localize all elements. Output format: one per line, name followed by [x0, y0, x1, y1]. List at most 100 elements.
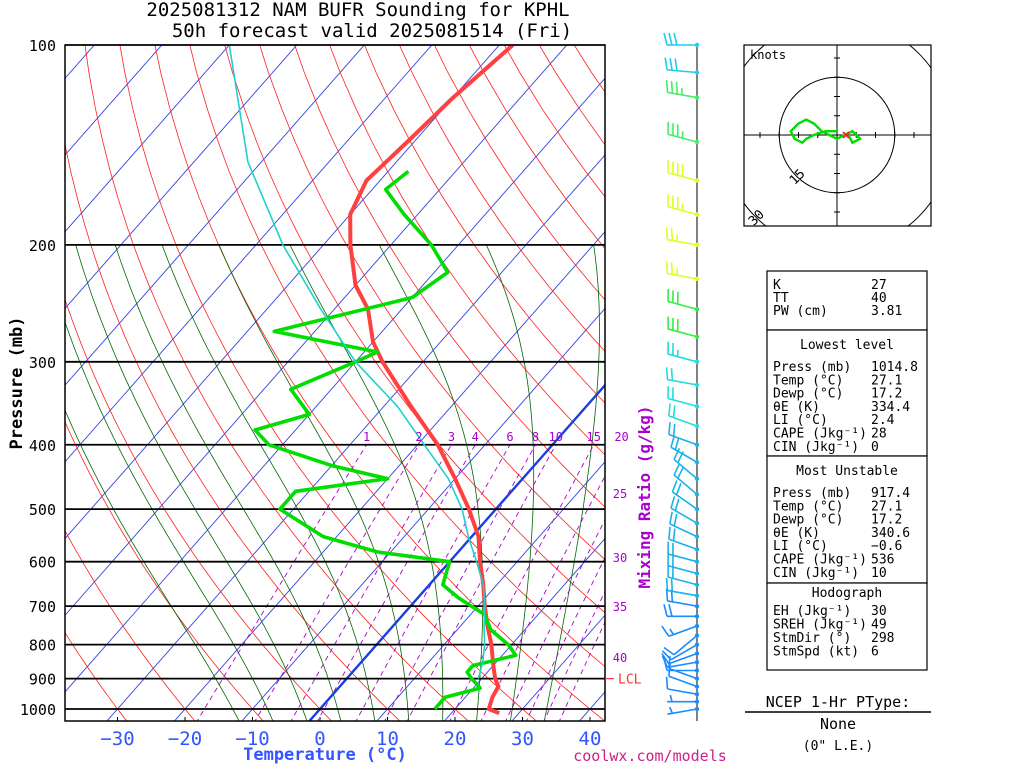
- wind-barb-base: [696, 405, 699, 408]
- wind-barb-full: [672, 480, 676, 492]
- wind-barb: [668, 317, 698, 339]
- isotherm-line: [0, 15, 594, 737]
- wind-barb-full: [664, 33, 667, 45]
- wind-barb: [664, 634, 698, 655]
- wind-barb-base: [696, 141, 699, 144]
- isotherm-line: [26, 15, 661, 737]
- isotherm-line: [0, 15, 526, 737]
- hodograph-ring-label: 45: [705, 248, 727, 270]
- lowest-level-label: CIN (Jkg⁻¹): [773, 440, 859, 455]
- ptype-title: NCEP 1-Hr PType:: [766, 693, 911, 711]
- wind-barb: [662, 625, 699, 637]
- mixing-ratio-label: 6: [506, 430, 513, 444]
- hodograph-section-title: Hodograph: [812, 586, 882, 601]
- wind-barb-full: [674, 405, 675, 417]
- isotherm-line: [431, 15, 1024, 737]
- wind-barb-base: [696, 652, 699, 655]
- isotherm-line: [0, 15, 391, 737]
- mixing-ratio-label: 4: [472, 430, 479, 444]
- wind-barb-staff: [667, 689, 697, 694]
- wind-barb: [669, 664, 699, 688]
- wind-barb-full: [674, 529, 675, 541]
- wind-barb-full: [667, 227, 668, 239]
- pressure-axis-label: Pressure (mb): [7, 316, 27, 449]
- wind-barb: [667, 261, 699, 280]
- mixing-ratio-label: 15: [587, 430, 601, 444]
- temperature-tick-label: 20: [444, 728, 467, 750]
- mixing-ratio-line: [355, 445, 510, 723]
- dry-adiabat-line: [48, 30, 416, 736]
- temperature-tick-label: 10: [376, 728, 399, 750]
- mixing-ratio-label: 30: [613, 551, 627, 565]
- moist-adiabat-line: [76, 245, 308, 723]
- wind-barb-full: [667, 578, 668, 590]
- wind-barb-base: [696, 594, 699, 597]
- isotherm-line: [93, 15, 728, 737]
- wind-barb-base: [696, 477, 699, 480]
- mixing-ratio-line: [449, 445, 594, 723]
- wind-barb-full: [671, 496, 674, 508]
- wind-barb-full: [672, 579, 673, 591]
- wind-barb-full: [672, 228, 673, 240]
- wind-barb-full: [672, 368, 673, 380]
- wind-barb-base: [696, 708, 699, 711]
- wind-barb: [667, 695, 698, 703]
- wind-barb-base: [696, 535, 699, 538]
- wind-barb-base: [696, 548, 699, 551]
- wind-barb-full: [674, 33, 677, 45]
- wind-barb-full: [674, 424, 675, 436]
- wind-barb-full: [664, 604, 667, 616]
- wind-barb-full: [678, 467, 683, 478]
- source-footer: coolwx.com/models: [573, 747, 727, 765]
- wind-barb-base: [696, 643, 699, 646]
- most-unstable-label: CIN (Jkg⁻¹): [773, 566, 859, 581]
- temperature-tick-label: −30: [100, 728, 134, 750]
- temperature-tick-label: 0: [314, 728, 325, 750]
- wind-barb: [668, 342, 698, 364]
- wind-barb-base: [696, 700, 699, 703]
- pressure-tick-label: 100: [29, 37, 56, 55]
- mixing-ratio-line: [290, 445, 452, 723]
- wind-barb-full: [667, 677, 668, 689]
- mixing-ratio-axis-label: Mixing Ratio (g/kg): [635, 405, 654, 588]
- mixing-ratio-label: 3: [448, 430, 455, 444]
- wind-barb-base: [696, 213, 699, 216]
- most-unstable-title: Most Unstable: [796, 464, 898, 479]
- index-value: 3.81: [871, 304, 902, 319]
- lcl-label: LCL: [618, 673, 642, 688]
- wind-barb: [665, 58, 698, 74]
- wind-barb-base: [696, 693, 699, 696]
- dry-adiabat-line: [0, 30, 277, 736]
- wind-barb-base: [696, 383, 699, 386]
- wind-barb-base: [696, 360, 699, 363]
- wind-barb-base: [696, 243, 699, 246]
- wind-barb-full: [676, 82, 677, 94]
- lowest-level-title: Lowest level: [800, 338, 894, 353]
- wind-barb-base: [696, 625, 699, 628]
- wind-barb-full: [675, 59, 677, 71]
- pressure-tick-label: 800: [29, 637, 56, 655]
- mixing-ratio-label: 1: [363, 430, 370, 444]
- mixing-ratio-label: 20: [614, 430, 628, 444]
- moist-adiabat-line: [544, 245, 600, 723]
- wind-barb-base: [696, 677, 699, 680]
- wind-barb: [668, 194, 698, 216]
- wind-barb: [664, 33, 698, 46]
- wind-barb-full: [677, 483, 681, 495]
- wind-barb-base: [696, 583, 699, 586]
- wind-barb-full: [672, 262, 673, 274]
- wind-barb-base: [696, 461, 699, 464]
- moist-adiabat-line: [290, 245, 443, 723]
- wind-barb-base: [696, 605, 699, 608]
- wind-barb-full: [669, 404, 670, 416]
- wind-barb: [668, 122, 698, 144]
- wind-barb-base: [696, 443, 699, 446]
- wind-barb-full: [670, 512, 672, 524]
- pressure-tick-label: 200: [29, 237, 56, 255]
- wind-barb-full: [669, 604, 672, 616]
- chart-title-line1: 2025081312 NAM BUFR Sounding for KPHL: [146, 0, 569, 21]
- wind-barb-half: [670, 707, 673, 713]
- wind-barb-base: [696, 560, 699, 563]
